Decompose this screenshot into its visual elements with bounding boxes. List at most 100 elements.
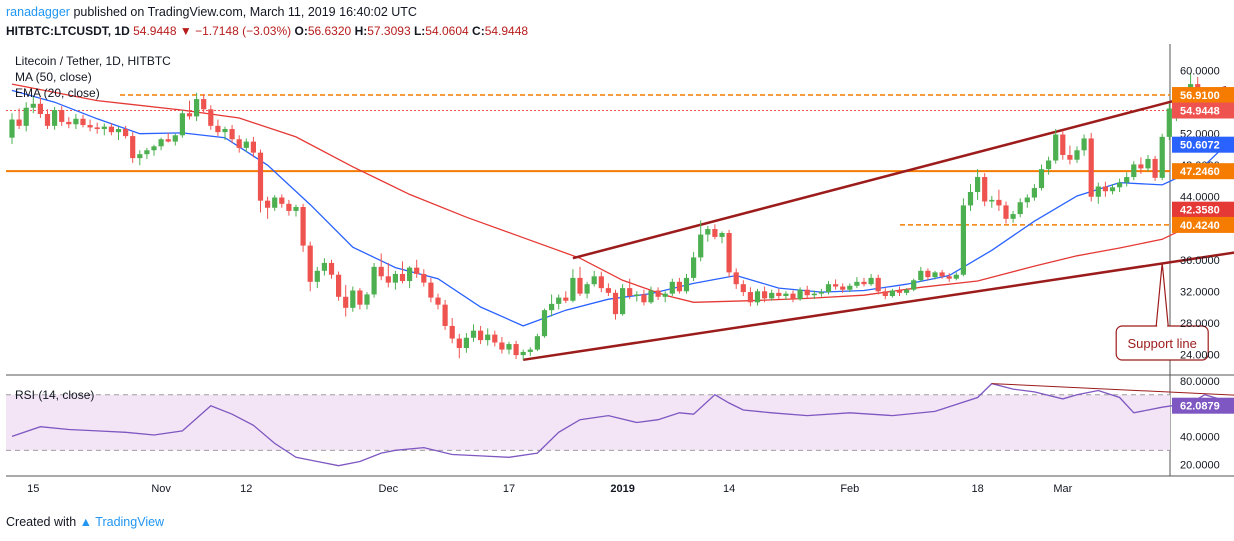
candle-body [698, 234, 704, 258]
candle-body [350, 290, 356, 308]
candle-body [236, 139, 242, 148]
candle [641, 289, 647, 306]
candle-body [1117, 182, 1123, 188]
candle [754, 288, 761, 306]
candle-body [612, 292, 619, 315]
candle [1088, 132, 1094, 202]
time-tick-label: 2019 [610, 483, 634, 495]
candle-body [669, 281, 675, 294]
candle [939, 270, 945, 279]
candle [762, 286, 768, 303]
candle-body [186, 113, 193, 117]
candle-body [357, 290, 363, 305]
candle [975, 169, 981, 200]
candle-body [1145, 158, 1151, 169]
candle [527, 347, 533, 356]
candle-body [691, 257, 697, 278]
candle-body [939, 272, 945, 277]
candle [847, 283, 853, 293]
candle-body [506, 344, 512, 350]
candle [229, 125, 235, 144]
candle-body [875, 277, 881, 292]
candle [605, 283, 611, 297]
candle [584, 281, 590, 299]
candle [30, 95, 36, 114]
candle-body [946, 276, 952, 279]
candle [520, 349, 526, 360]
candle-body [435, 297, 441, 305]
footer-brand[interactable]: TradingView [95, 515, 165, 529]
candle [492, 330, 498, 347]
candle-body [825, 284, 832, 293]
candle-body [37, 103, 43, 115]
high-label: H: [354, 24, 368, 38]
candle-body [733, 272, 739, 285]
candle [300, 203, 306, 252]
candle-body [932, 272, 938, 278]
candle [1159, 133, 1165, 181]
candle [648, 286, 654, 304]
candle-body [1152, 158, 1158, 178]
open-label: O: [294, 24, 308, 38]
author-link[interactable]: ranadagger [6, 5, 70, 19]
candle-body [1024, 197, 1030, 203]
candle-body [115, 128, 122, 133]
price-tag-label: 54.9448 [1180, 106, 1220, 118]
candle [719, 231, 725, 244]
candle [634, 291, 640, 302]
candle-body [811, 293, 817, 296]
candle [186, 100, 193, 120]
candle-body [336, 274, 342, 297]
candle-body [59, 110, 65, 122]
candle [1138, 157, 1144, 174]
rsi-line [11, 382, 1234, 467]
candle-body [868, 277, 874, 285]
legend-title: Litecoin / Tether, 1D, HITBTC [15, 54, 171, 68]
candle-body [407, 267, 413, 282]
publish-info: ranadagger published on TradingView.com,… [6, 5, 417, 19]
candle [151, 144, 157, 156]
price-change: ▼ −1.7148 (−3.03%) [179, 24, 292, 38]
candle-body [719, 232, 725, 237]
resistance-trendline [572, 86, 1227, 260]
rsi-tick-label: 80.0000 [1180, 376, 1220, 388]
candle [669, 278, 675, 297]
candle-body [243, 141, 249, 148]
candle-body [399, 273, 406, 282]
time-tick-label: 15 [27, 483, 39, 495]
candle-body [790, 293, 796, 300]
chart-area[interactable]: Support line 60.000052.000048.000044.000… [0, 44, 1234, 510]
candle-body [321, 262, 327, 271]
candle [314, 266, 320, 289]
candle-body [818, 292, 824, 294]
candle-body [967, 192, 974, 206]
candle-body [705, 229, 711, 235]
candle [868, 273, 874, 286]
candle-body [783, 293, 789, 297]
time-tick-label: 17 [503, 483, 515, 495]
candle [94, 122, 100, 134]
candle-body [101, 126, 107, 129]
candle [925, 268, 931, 281]
candle [265, 196, 271, 219]
candle-body [158, 139, 164, 147]
candle [563, 291, 569, 304]
candle-body [343, 296, 349, 308]
candle-body [925, 270, 931, 278]
candle [825, 281, 832, 295]
candle [115, 126, 122, 141]
candle [16, 108, 22, 129]
tradingview-logo-icon[interactable]: ▲ [79, 515, 93, 529]
candle-body [584, 284, 590, 294]
candle [485, 328, 491, 346]
candle [179, 110, 185, 138]
candle-body [676, 281, 682, 292]
candle-body [30, 103, 36, 108]
candle [1081, 134, 1087, 156]
candle [1046, 156, 1052, 175]
candle-body [641, 294, 647, 303]
candle [570, 269, 576, 303]
candle [1074, 146, 1080, 163]
ma50-line [11, 83, 1227, 303]
candle [414, 259, 420, 278]
